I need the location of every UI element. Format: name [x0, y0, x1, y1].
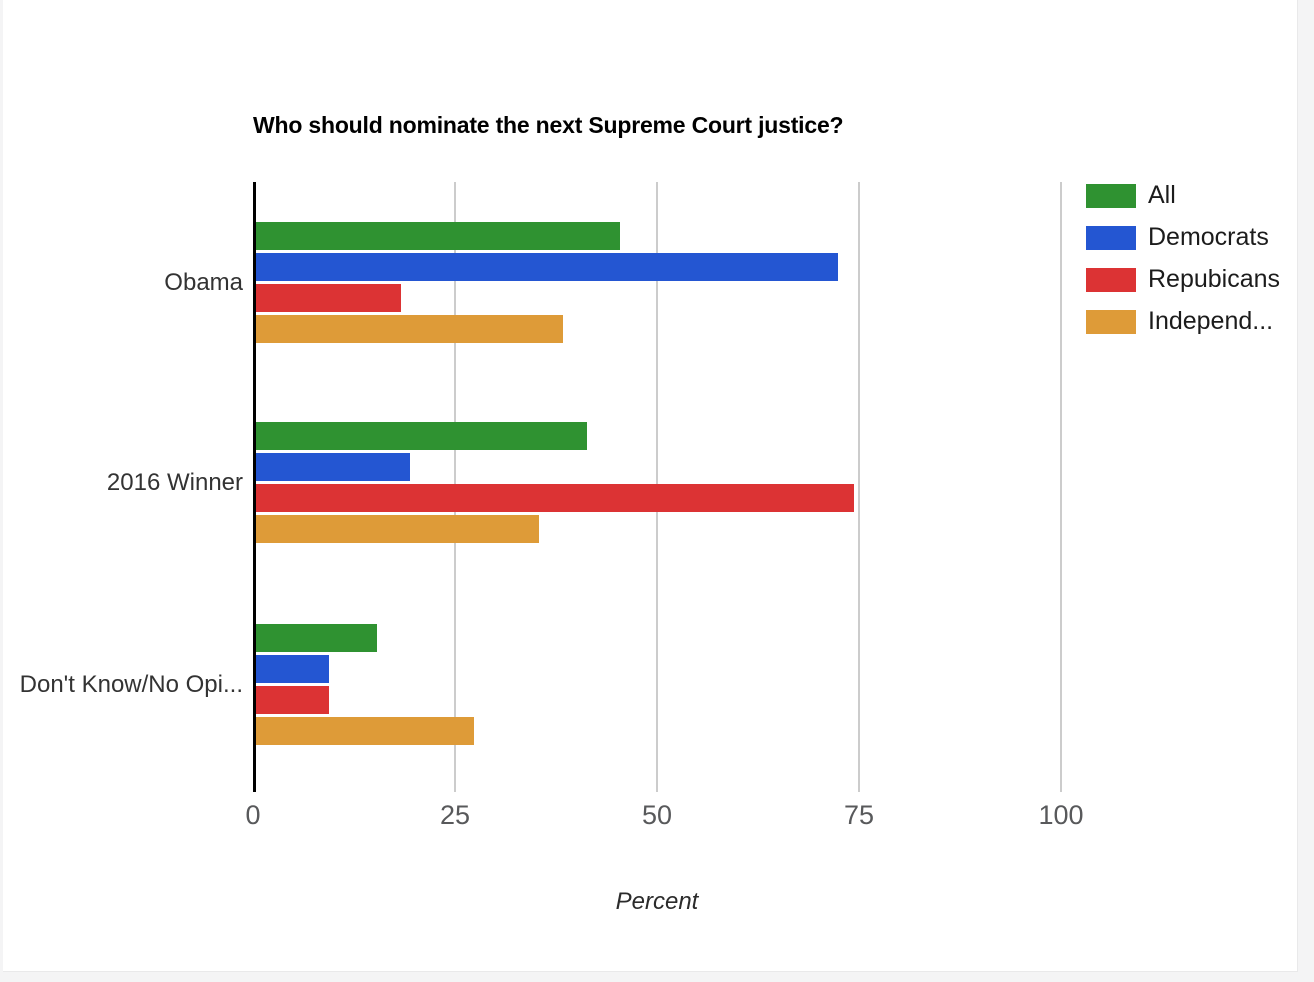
x-axis-title: Percent: [615, 888, 699, 915]
legend-swatch: [1086, 268, 1136, 292]
legend-label: Repubicans: [1148, 265, 1281, 293]
y-axis-line: [253, 182, 256, 792]
bar-repubicans[interactable]: [256, 284, 402, 312]
bar-democrats[interactable]: [256, 253, 838, 281]
legend-label: Independ...: [1148, 307, 1274, 335]
gridline: [1060, 182, 1062, 792]
chart-title: Who should nominate the next Supreme Cou…: [253, 112, 844, 138]
legend-swatch: [1086, 184, 1136, 208]
category-label: Obama: [164, 268, 243, 296]
x-tick-label: 0: [245, 800, 261, 830]
bar-democrats[interactable]: [256, 655, 329, 683]
x-tick-label: 50: [641, 800, 673, 830]
category-label: Don't Know/No Opi...: [19, 670, 243, 698]
bar-all[interactable]: [256, 222, 620, 250]
x-tick-label: 100: [1038, 800, 1084, 830]
bar-independ-[interactable]: [256, 315, 564, 343]
bar-all[interactable]: [256, 422, 588, 450]
x-tick-label: 75: [843, 800, 875, 830]
legend-swatch: [1086, 310, 1136, 334]
bar-all[interactable]: [256, 624, 378, 652]
legend-swatch: [1086, 226, 1136, 250]
category-label: 2016 Winner: [106, 468, 243, 496]
bar-independ-[interactable]: [256, 515, 539, 543]
legend-label: Democrats: [1148, 223, 1269, 251]
bar-independ-[interactable]: [256, 717, 475, 745]
plot-area: [253, 182, 1062, 792]
bar-repubicans[interactable]: [256, 484, 854, 512]
x-tick-label: 25: [439, 800, 471, 830]
gridline: [858, 182, 860, 792]
legend-label: All: [1148, 181, 1176, 209]
bar-repubicans[interactable]: [256, 686, 329, 714]
bar-democrats[interactable]: [256, 453, 410, 481]
chart-card: Who should nominate the next Supreme Cou…: [3, 0, 1298, 972]
